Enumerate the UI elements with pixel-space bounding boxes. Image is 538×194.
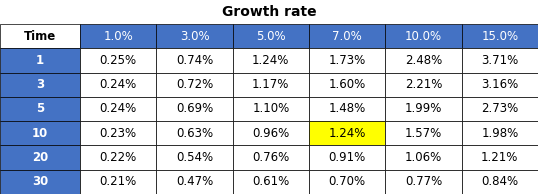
Text: Time: Time: [24, 30, 56, 43]
Bar: [462, 97, 538, 121]
Bar: [309, 48, 385, 73]
Bar: [232, 97, 309, 121]
Text: 1.17%: 1.17%: [252, 78, 289, 91]
Bar: [80, 121, 157, 146]
Bar: [462, 146, 538, 170]
Bar: [0, 121, 80, 146]
Text: 30: 30: [32, 175, 48, 188]
Text: 20: 20: [32, 151, 48, 164]
Bar: [80, 146, 157, 170]
Text: 1.60%: 1.60%: [329, 78, 366, 91]
Text: 5.0%: 5.0%: [256, 30, 286, 43]
Bar: [157, 48, 232, 73]
Text: 0.84%: 0.84%: [482, 175, 519, 188]
Text: 0.23%: 0.23%: [100, 127, 137, 140]
Text: 1.48%: 1.48%: [329, 102, 366, 115]
Bar: [0, 48, 80, 73]
Text: 0.76%: 0.76%: [252, 151, 289, 164]
Text: 1: 1: [36, 54, 44, 67]
Bar: [0, 73, 80, 97]
Text: 0.21%: 0.21%: [100, 175, 137, 188]
Text: 1.10%: 1.10%: [252, 102, 289, 115]
Text: 10: 10: [32, 127, 48, 140]
Text: 5: 5: [36, 102, 44, 115]
Text: 3.71%: 3.71%: [481, 54, 519, 67]
Text: 0.24%: 0.24%: [100, 78, 137, 91]
Bar: [80, 73, 157, 97]
Text: 0.96%: 0.96%: [252, 127, 289, 140]
Bar: [385, 48, 462, 73]
Text: 10.0%: 10.0%: [405, 30, 442, 43]
Text: 2.73%: 2.73%: [481, 102, 519, 115]
Text: 1.98%: 1.98%: [481, 127, 519, 140]
Bar: [462, 73, 538, 97]
Text: 1.24%: 1.24%: [329, 127, 366, 140]
Text: 0.77%: 0.77%: [405, 175, 442, 188]
Text: 2.21%: 2.21%: [405, 78, 442, 91]
Bar: [232, 73, 309, 97]
Text: 0.47%: 0.47%: [176, 175, 213, 188]
Text: 0.69%: 0.69%: [176, 102, 213, 115]
Bar: [385, 146, 462, 170]
Text: 0.61%: 0.61%: [252, 175, 289, 188]
Bar: [0, 146, 80, 170]
Text: 0.63%: 0.63%: [176, 127, 213, 140]
Bar: [232, 170, 309, 194]
Text: 0.70%: 0.70%: [329, 175, 366, 188]
Text: 1.99%: 1.99%: [405, 102, 442, 115]
Bar: [309, 24, 385, 48]
Bar: [80, 97, 157, 121]
Bar: [157, 24, 232, 48]
Bar: [309, 146, 385, 170]
Text: 0.74%: 0.74%: [176, 54, 213, 67]
Text: 3: 3: [36, 78, 44, 91]
Bar: [309, 73, 385, 97]
Text: 0.22%: 0.22%: [100, 151, 137, 164]
Bar: [0, 97, 80, 121]
Bar: [462, 121, 538, 146]
Bar: [157, 146, 232, 170]
Bar: [157, 97, 232, 121]
Text: 3.16%: 3.16%: [481, 78, 519, 91]
Bar: [462, 24, 538, 48]
Text: 1.0%: 1.0%: [103, 30, 133, 43]
Bar: [309, 97, 385, 121]
Text: 3.0%: 3.0%: [180, 30, 209, 43]
Text: 0.54%: 0.54%: [176, 151, 213, 164]
Text: 0.24%: 0.24%: [100, 102, 137, 115]
Bar: [385, 24, 462, 48]
Bar: [385, 121, 462, 146]
Bar: [0, 24, 80, 48]
Text: Growth rate: Growth rate: [222, 5, 316, 19]
Bar: [80, 24, 157, 48]
Text: 2.48%: 2.48%: [405, 54, 442, 67]
Bar: [462, 170, 538, 194]
Bar: [0, 170, 80, 194]
Bar: [157, 170, 232, 194]
Bar: [157, 121, 232, 146]
Bar: [385, 97, 462, 121]
Text: 1.21%: 1.21%: [481, 151, 519, 164]
Bar: [232, 48, 309, 73]
Text: 0.91%: 0.91%: [329, 151, 366, 164]
Text: 1.06%: 1.06%: [405, 151, 442, 164]
Text: 15.0%: 15.0%: [482, 30, 519, 43]
Text: 1.57%: 1.57%: [405, 127, 442, 140]
Bar: [80, 48, 157, 73]
Bar: [157, 73, 232, 97]
Text: 0.25%: 0.25%: [100, 54, 137, 67]
Bar: [385, 170, 462, 194]
Bar: [309, 170, 385, 194]
Bar: [80, 170, 157, 194]
Bar: [232, 24, 309, 48]
Bar: [385, 73, 462, 97]
Bar: [232, 146, 309, 170]
Text: 0.72%: 0.72%: [176, 78, 213, 91]
Bar: [462, 48, 538, 73]
Bar: [232, 121, 309, 146]
Text: 1.24%: 1.24%: [252, 54, 289, 67]
Bar: [309, 121, 385, 146]
Text: 1.73%: 1.73%: [329, 54, 366, 67]
Text: 7.0%: 7.0%: [332, 30, 362, 43]
